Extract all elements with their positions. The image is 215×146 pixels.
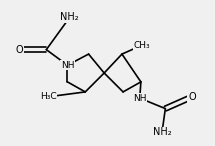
Text: CH₃: CH₃ — [134, 41, 150, 50]
Text: O: O — [15, 45, 23, 55]
Text: H₃C: H₃C — [40, 92, 56, 101]
Text: NH₂: NH₂ — [60, 12, 79, 22]
Text: O: O — [188, 92, 196, 102]
Text: NH: NH — [61, 61, 74, 70]
Text: NH₂: NH₂ — [153, 127, 171, 137]
Text: NH: NH — [133, 94, 146, 103]
